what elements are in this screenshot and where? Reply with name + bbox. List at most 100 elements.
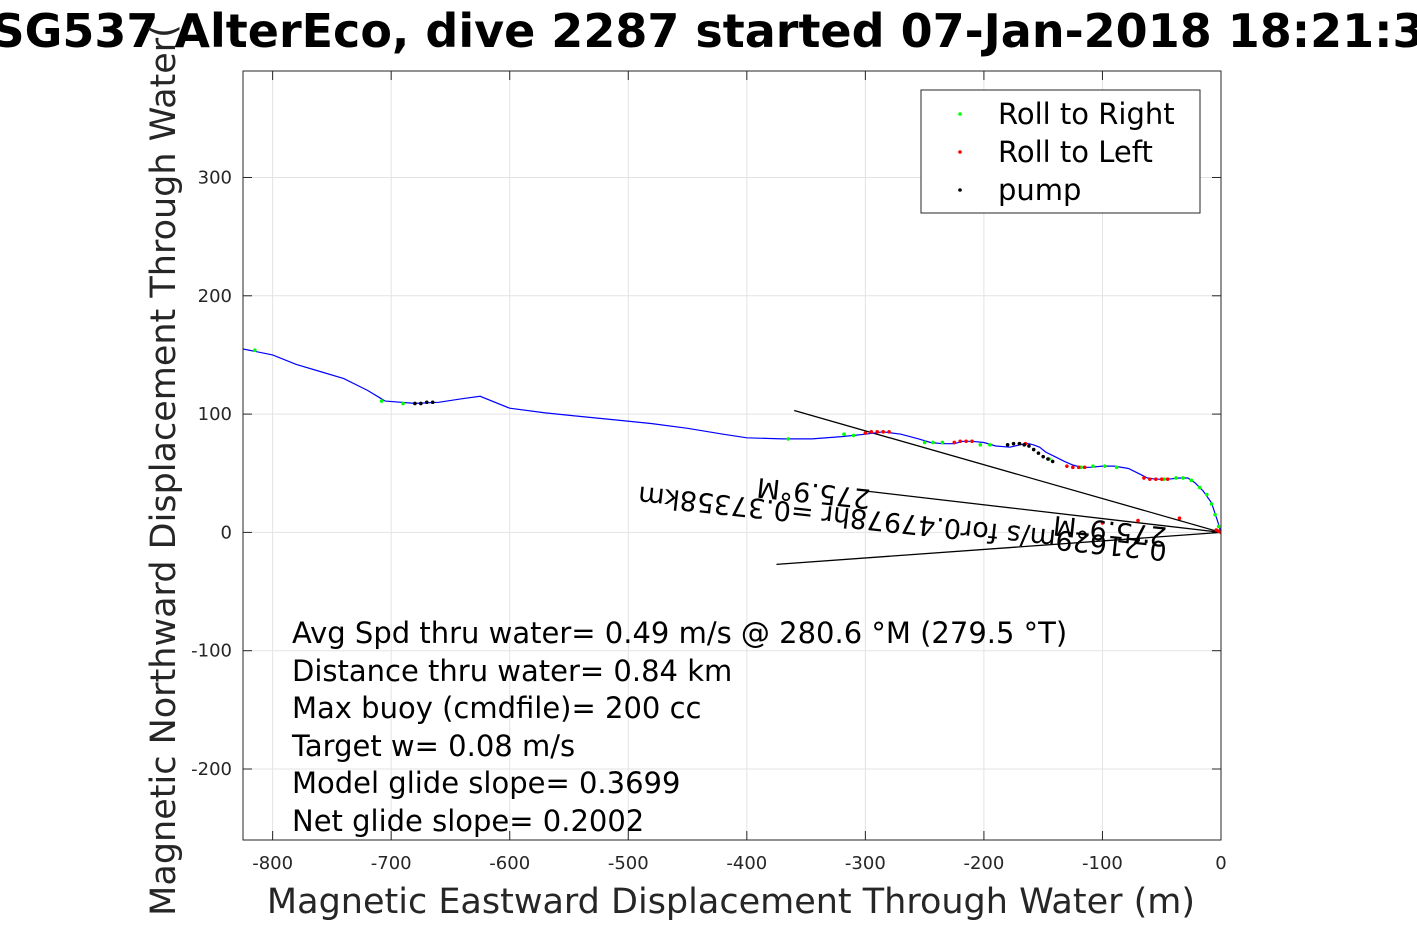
marker-roll-to-left bbox=[1165, 477, 1170, 481]
marker-roll-to-left bbox=[875, 430, 880, 434]
y-tick-label: -200 bbox=[191, 759, 232, 780]
x-tick-label: -100 bbox=[1082, 853, 1123, 874]
marker-roll-to-left bbox=[1142, 476, 1146, 480]
y-tick-label: 100 bbox=[198, 404, 232, 425]
marker-pump bbox=[419, 401, 423, 406]
legend-marker-pump bbox=[958, 188, 962, 192]
legend-marker-roll-right bbox=[958, 112, 962, 116]
marker-roll-to-right bbox=[1216, 524, 1221, 529]
x-tick-label: -800 bbox=[252, 853, 293, 874]
y-tick-label: 300 bbox=[198, 167, 232, 188]
legend-marker-roll-left bbox=[958, 150, 962, 154]
marker-roll-to-left bbox=[869, 430, 874, 434]
legend-box bbox=[920, 89, 1201, 214]
marker-roll-to-right bbox=[1181, 476, 1185, 480]
annotation-max-buoy: Max buoy (cmdfile)= 200 cc bbox=[292, 691, 701, 725]
axis-ticks: -800 -700 -600 -500 -400 -300 -200 -100 0 -200 -10… bbox=[191, 71, 1227, 874]
track-line bbox=[243, 348, 1221, 533]
heading-reference-line bbox=[776, 531, 1221, 565]
annotation-distance: Distance thru water= 0.84 km bbox=[292, 654, 732, 688]
marker-pump bbox=[1017, 441, 1022, 446]
marker-pump bbox=[430, 400, 435, 405]
axes-box bbox=[242, 70, 1222, 841]
marker-roll-to-right bbox=[379, 399, 384, 403]
marker-roll-to-left bbox=[1076, 465, 1081, 470]
marker-roll-to-right bbox=[940, 440, 945, 445]
annotation-target-w: Target w= 0.08 m/s bbox=[291, 729, 575, 763]
reference-lines bbox=[776, 409, 1221, 565]
track-group bbox=[243, 348, 1221, 533]
marker-roll-to-right bbox=[401, 401, 405, 406]
marker-roll-to-left bbox=[970, 439, 974, 444]
marker-roll-to-left bbox=[1214, 528, 1219, 532]
marker-roll-to-left bbox=[1148, 477, 1152, 481]
marker-roll-to-left bbox=[887, 430, 891, 434]
marker-pump bbox=[1036, 451, 1041, 455]
marker-roll-to-right bbox=[842, 432, 846, 437]
marker-roll-to-left bbox=[863, 431, 868, 435]
marker-roll-to-right bbox=[786, 437, 791, 441]
x-tick-label: -400 bbox=[726, 853, 767, 874]
legend: Roll to Right Roll to Left pump bbox=[920, 89, 1201, 214]
marker-roll-to-left bbox=[1159, 477, 1164, 481]
y-tick-label: 0 bbox=[221, 522, 232, 543]
marker-pump bbox=[413, 401, 417, 406]
marker-pump bbox=[1050, 459, 1055, 464]
marker-roll-to-right bbox=[1197, 485, 1202, 490]
marker-roll-to-left bbox=[881, 430, 885, 434]
marker-pump bbox=[1022, 443, 1027, 447]
marker-roll-to-right bbox=[1213, 512, 1217, 517]
marker-roll-to-right bbox=[851, 433, 856, 438]
marker-roll-to-right bbox=[1174, 476, 1178, 480]
heading-reference-line bbox=[794, 409, 1221, 534]
marker-pump bbox=[1005, 443, 1010, 447]
marker-roll-to-left bbox=[1136, 518, 1140, 523]
y-axis-label: Magnetic Northward Displacement Through … bbox=[144, 24, 184, 916]
marker-roll-to-right bbox=[253, 348, 257, 353]
legend-label-roll-left: Roll to Left bbox=[998, 135, 1153, 169]
annotation-net-glide-slope: Net glide slope= 0.2002 bbox=[292, 804, 644, 838]
marker-pump bbox=[1031, 447, 1036, 452]
marker-pump bbox=[1046, 457, 1050, 461]
marker-roll-to-left bbox=[1100, 521, 1105, 525]
marker-roll-to-right bbox=[1114, 465, 1119, 470]
marker-roll-to-left bbox=[1177, 516, 1182, 521]
marker-roll-to-left bbox=[952, 440, 957, 445]
annotation-model-glide-slope: Model glide slope= 0.3699 bbox=[292, 766, 680, 800]
chart-title: SG537 AlterEco, dive 2287 started 07-Jan… bbox=[0, 4, 1417, 58]
marker-pump bbox=[1027, 444, 1031, 448]
marker-roll-to-right bbox=[1103, 464, 1107, 468]
marker-roll-to-left bbox=[1071, 465, 1075, 470]
marker-roll-to-left bbox=[1065, 464, 1069, 468]
marker-roll-to-right bbox=[922, 440, 927, 445]
x-tick-label: 0 bbox=[1215, 853, 1226, 874]
y-tick-label: -100 bbox=[191, 641, 232, 662]
x-tick-label: -200 bbox=[963, 853, 1004, 874]
heading-reference-line bbox=[865, 490, 1221, 534]
x-tick-label: -700 bbox=[371, 853, 412, 874]
y-tick-label: 200 bbox=[198, 286, 232, 307]
marker-roll-to-left bbox=[958, 439, 962, 444]
x-tick-label: -600 bbox=[489, 853, 530, 874]
marker-pump bbox=[1011, 441, 1016, 446]
marker-roll-to-right bbox=[988, 443, 992, 447]
legend-label-pump: pump bbox=[998, 173, 1081, 207]
marker-roll-to-right bbox=[1209, 502, 1214, 506]
marker-pump bbox=[1041, 454, 1045, 459]
marker-roll-to-right bbox=[1091, 464, 1095, 468]
marker-roll-to-left bbox=[1154, 477, 1158, 481]
marker-roll-to-right bbox=[1204, 492, 1209, 497]
marker-roll-to-right bbox=[978, 443, 983, 447]
annotation-block: Avg Spd thru water= 0.49 m/s @ 280.6 °M … bbox=[291, 616, 1067, 838]
marker-pump bbox=[424, 400, 429, 405]
marker-roll-to-right bbox=[1189, 478, 1194, 483]
marker-roll-to-left bbox=[964, 439, 968, 444]
x-tick-label: -500 bbox=[608, 853, 649, 874]
annotation-avg-speed: Avg Spd thru water= 0.49 m/s @ 280.6 °M … bbox=[292, 616, 1067, 650]
marker-roll-to-left bbox=[1082, 465, 1087, 470]
x-tick-label: -300 bbox=[845, 853, 886, 874]
marker-roll-to-right bbox=[931, 440, 935, 445]
legend-label-roll-right: Roll to Right bbox=[998, 97, 1175, 131]
x-axis-label: Magnetic Eastward Displacement Through W… bbox=[267, 882, 1195, 922]
